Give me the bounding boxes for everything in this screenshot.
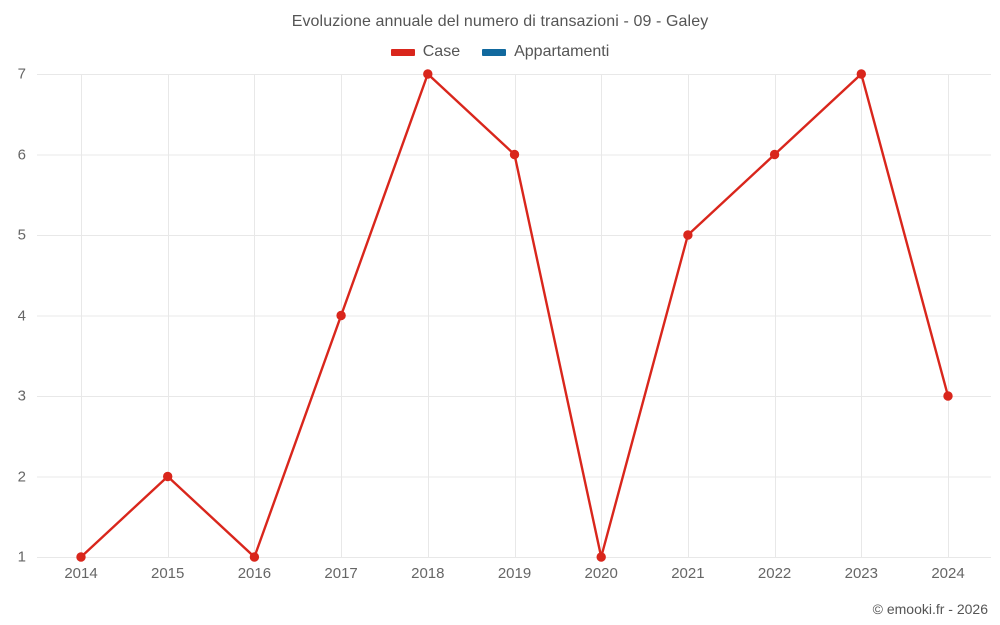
x-axis-tick-label: 2018 (411, 565, 445, 582)
data-point-marker (683, 230, 693, 240)
chart-legend: Case Appartamenti (0, 43, 1000, 61)
legend-label-case: Case (422, 43, 461, 60)
data-point-marker (163, 471, 173, 482)
copyright-credit: © emooki.fr - 2026 (872, 601, 988, 617)
y-axis-tick-label: 4 (17, 307, 26, 324)
x-axis-tick-label: 2021 (671, 565, 705, 582)
x-axis-tick-label: 2015 (151, 565, 185, 582)
x-axis-tick-label: 2014 (64, 565, 98, 582)
y-axis-tick-label: 3 (17, 387, 26, 405)
data-point-marker (509, 149, 520, 160)
x-axis-tick-label: 2017 (324, 565, 358, 582)
legend-label-appartamenti: Appartamenti (514, 43, 610, 60)
data-point-marker (856, 69, 866, 79)
data-point-marker (769, 149, 780, 160)
y-axis-tick-label: 1 (17, 548, 26, 566)
y-axis-tick-label: 7 (17, 65, 26, 83)
legend-item-appartamenti[interactable]: Appartamenti (482, 43, 609, 61)
data-point-marker (336, 310, 346, 321)
data-point-marker (76, 552, 86, 562)
data-point-marker (943, 391, 953, 401)
y-axis-tick-label: 5 (17, 226, 26, 244)
line-swatch-icon (482, 48, 507, 56)
x-axis-tick-label: 2023 (844, 565, 878, 582)
x-axis-tick-label: 2020 (584, 565, 618, 582)
x-axis-tick-label: 2016 (237, 565, 272, 582)
y-axis-tick-label: 2 (17, 468, 26, 485)
data-point-marker (423, 69, 433, 79)
data-point-marker (249, 552, 260, 562)
chart-title: Evoluzione annuale del numero di transaz… (291, 13, 709, 30)
data-point-marker (596, 552, 606, 562)
line-swatch-icon (390, 48, 415, 56)
y-axis-tick-label: 6 (17, 146, 26, 163)
x-axis-tick-label: 2019 (497, 565, 532, 582)
legend-item-case[interactable]: Case (390, 43, 461, 61)
x-axis-tick-label: 2022 (757, 565, 792, 582)
x-axis-tick-label: 2024 (931, 565, 965, 582)
